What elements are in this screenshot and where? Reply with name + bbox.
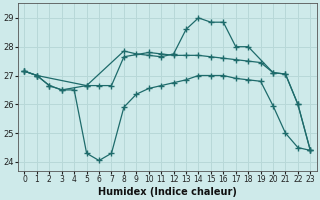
X-axis label: Humidex (Indice chaleur): Humidex (Indice chaleur) bbox=[98, 187, 237, 197]
